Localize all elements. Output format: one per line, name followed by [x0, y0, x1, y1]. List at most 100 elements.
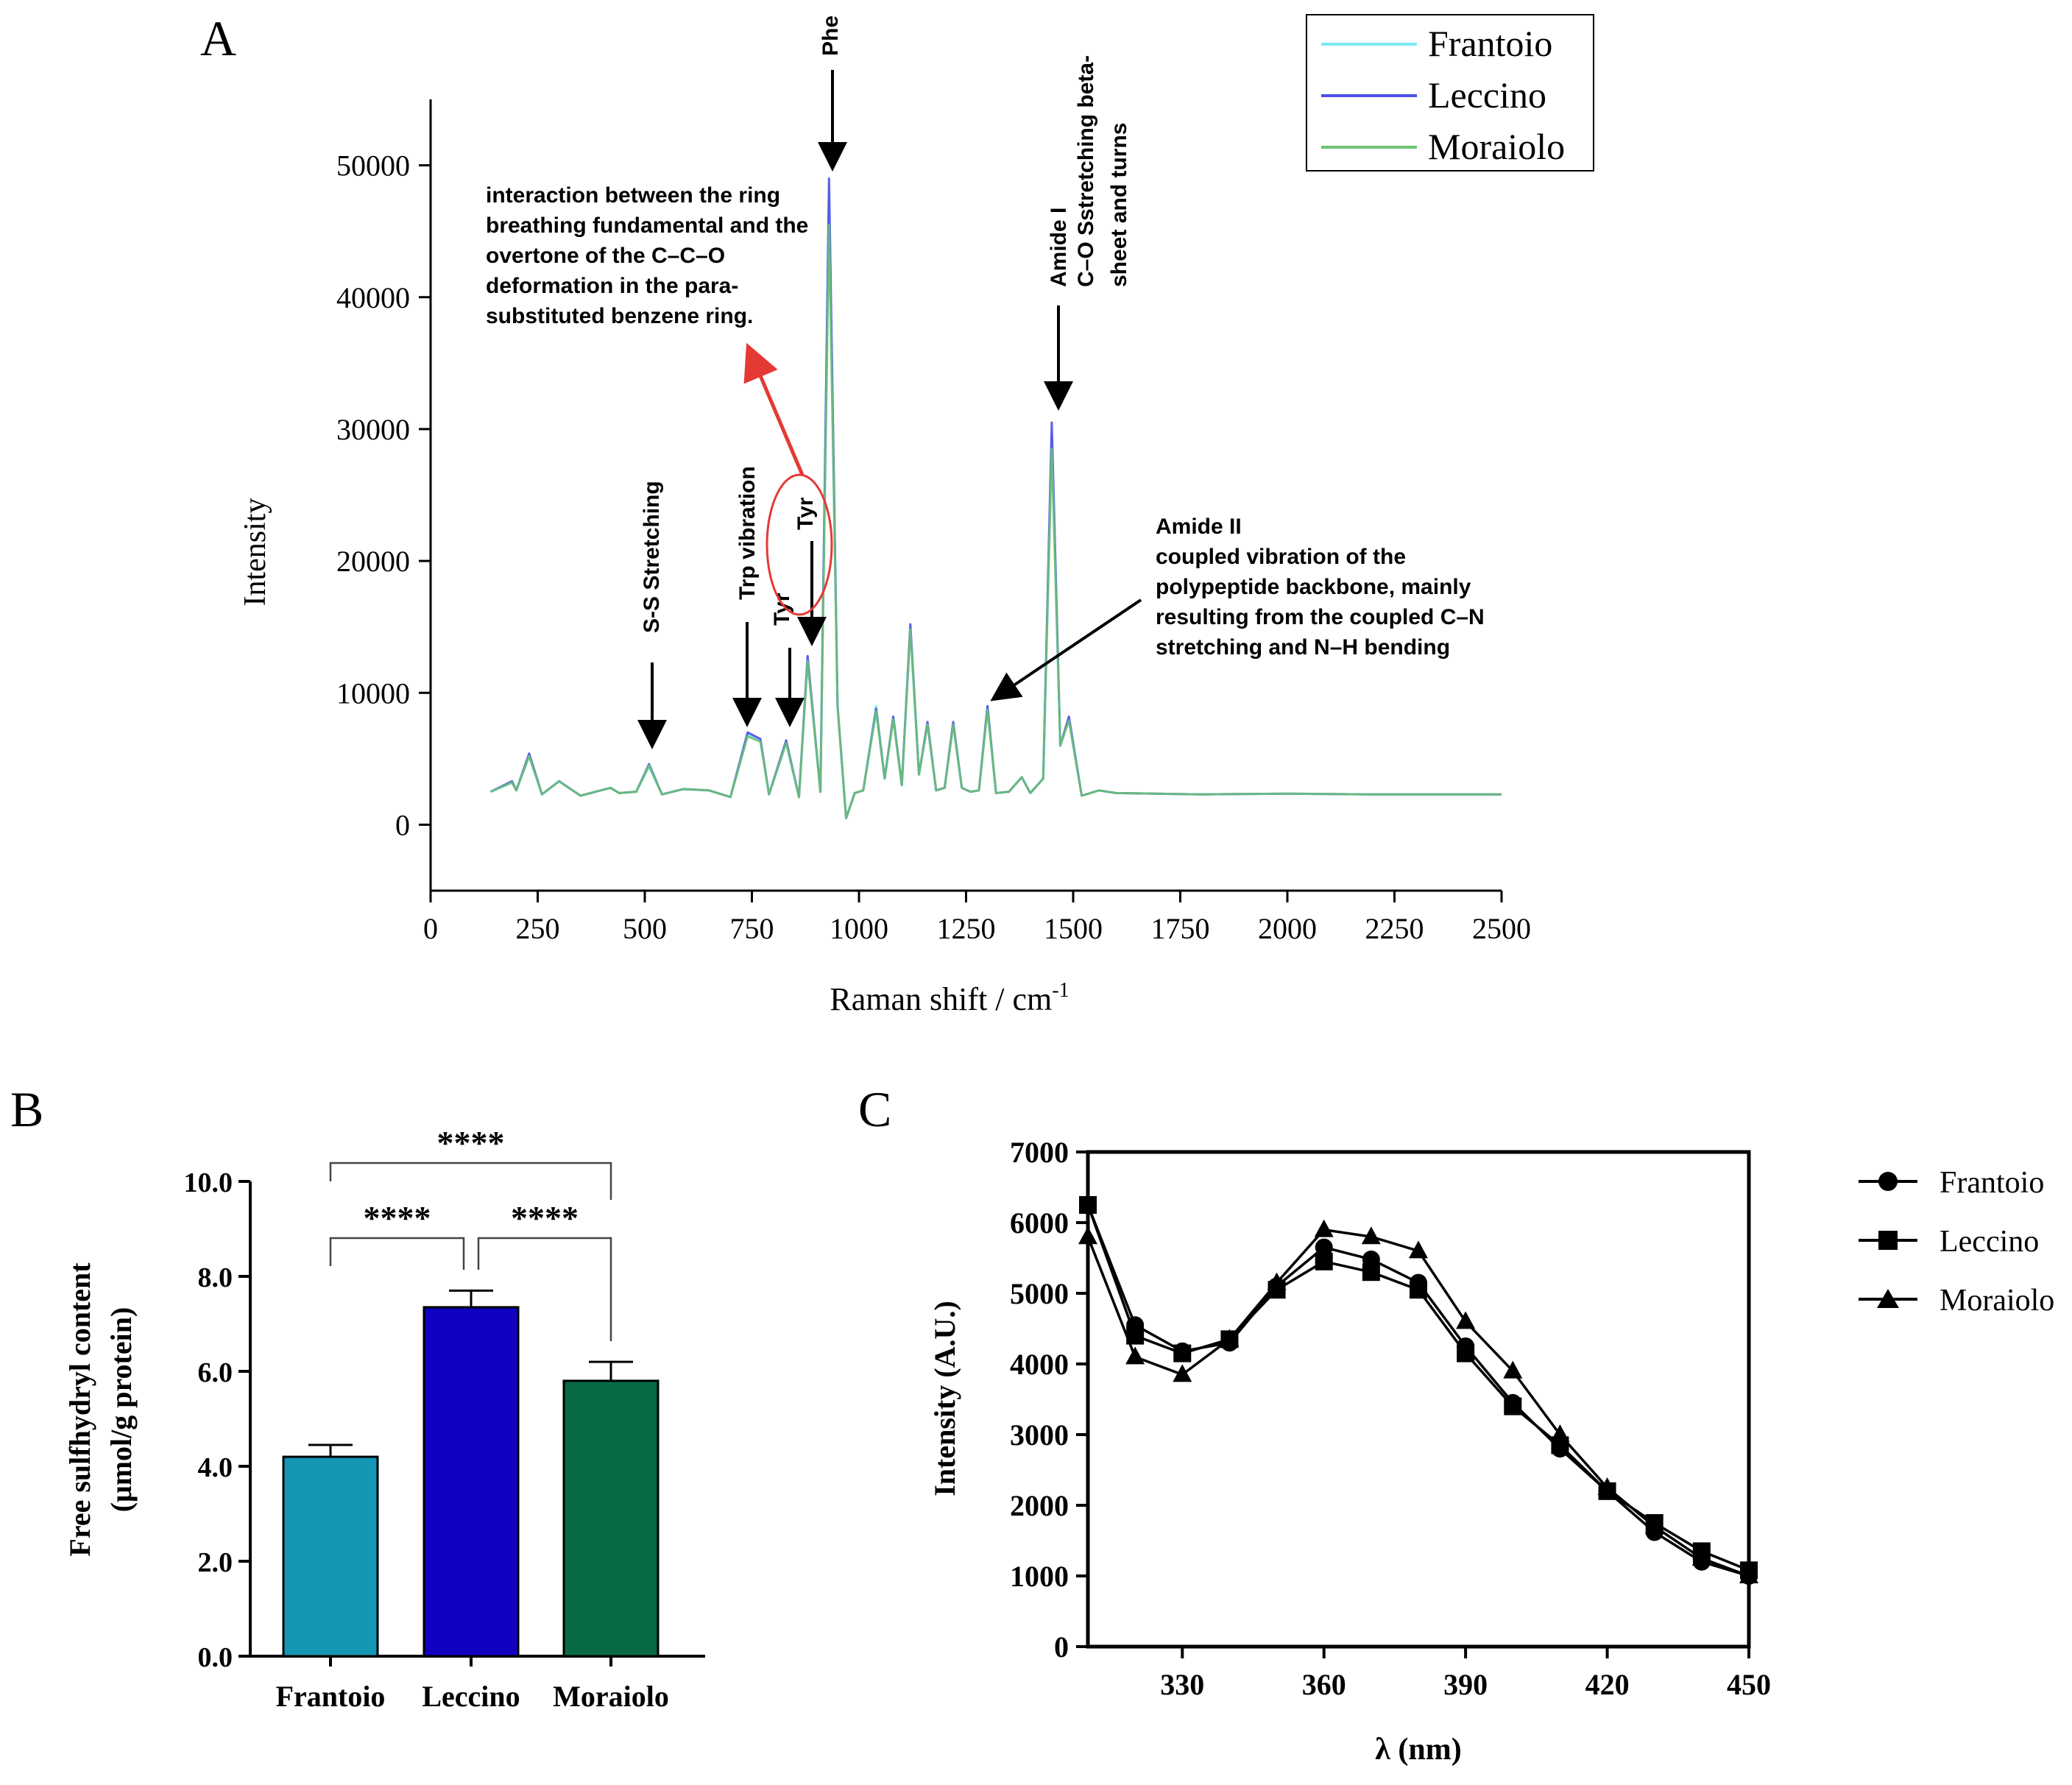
c-point-leccino: [1504, 1398, 1521, 1415]
b-x-tick-label-moraiolo: Moraiolo: [553, 1680, 669, 1713]
a-x-tick-label: 2000: [1258, 912, 1317, 945]
c-point-moraiolo: [1315, 1220, 1334, 1237]
c-point-leccino: [1362, 1263, 1380, 1281]
a-annot-amide-ii-desc-3: resulting from the coupled C–N: [1156, 605, 1485, 629]
a-annot-amide-ii: Amide II: [1156, 515, 1242, 539]
a-annot-amide-ii-desc-2: polypeptide backbone, mainly: [1156, 575, 1471, 599]
c-y-tick-label: 0: [1054, 1630, 1069, 1664]
b-y-tick-label: 4.0: [198, 1452, 233, 1483]
a-annot-phe: Phe: [818, 15, 843, 56]
b-y-label-1: Free sulfhydryl content: [63, 1262, 96, 1557]
c-legend-label-leccino: Leccino: [1940, 1225, 2039, 1259]
b-y-tick-label: 8.0: [198, 1262, 233, 1293]
panel-label-b: B: [10, 1081, 43, 1137]
a-annot-amide-i-desc-1: C–O Sstretching beta-: [1074, 55, 1098, 287]
a-y-tick-label: 40000: [336, 281, 410, 314]
c-legend: Frantoio Leccino Moraiolo: [1859, 1166, 2054, 1318]
c-x-tick-label: 450: [1727, 1668, 1771, 1701]
c-point-leccino: [1410, 1281, 1427, 1298]
a-x-tick-label: 1750: [1151, 912, 1210, 945]
b-significance-bracket: [330, 1163, 611, 1200]
b-y-tick-label: 0.0: [198, 1642, 233, 1673]
c-point-moraiolo: [1456, 1311, 1475, 1329]
c-point-moraiolo: [1125, 1346, 1145, 1364]
a-annot-ring-4: deformation in the para-: [486, 274, 738, 298]
b-significance-label: ****: [364, 1199, 431, 1237]
a-y-tick-label: 20000: [336, 545, 410, 578]
c-y-tick-label: 5000: [1010, 1277, 1069, 1310]
b-y-tick-label: 10.0: [184, 1167, 233, 1198]
a-x-label: Raman shift / cm-1: [830, 979, 1069, 1017]
a-annot-amide-i: Amide I: [1047, 208, 1071, 287]
b-bar-moraiolo: [564, 1381, 658, 1656]
a-y-tick-label: 10000: [336, 676, 410, 710]
panel-a-raman-chart: 0 250 500 750 1000 1250 1500 1750 2000 2250 2500 0 1…: [238, 15, 1594, 1017]
a-y-tick-label: 30000: [336, 413, 410, 446]
a-annot-ring-1: interaction between the ring: [486, 183, 780, 208]
b-x-tick-label-leccino: Leccino: [422, 1680, 520, 1713]
c-y-label: Intensity (A.U.): [928, 1301, 961, 1496]
a-annot-amide-ii-desc-1: coupled vibration of the: [1156, 545, 1406, 569]
a-annot-ss-stretching: S-S Stretching: [640, 481, 664, 633]
a-x-tick-label: 250: [516, 912, 560, 945]
c-plot-frame: [1088, 1152, 1749, 1647]
c-point-moraiolo: [1078, 1226, 1097, 1244]
c-point-leccino: [1457, 1345, 1474, 1362]
c-y-tick-label: 2000: [1010, 1489, 1069, 1522]
b-bar-frantoio: [283, 1457, 378, 1656]
a-y-label: Intensity: [238, 498, 272, 607]
panel-b-bar-chart: 0.0 2.0 4.0 6.0 8.0 10.0 Frantoio Leccino Morai…: [63, 1124, 705, 1713]
c-y-tick-label: 3000: [1010, 1418, 1069, 1452]
b-bar-leccino: [424, 1307, 518, 1656]
c-legend-label-frantoio: Frantoio: [1940, 1166, 2044, 1200]
c-legend-marker-frantoio: [1878, 1172, 1898, 1191]
c-y-tick-label: 7000: [1010, 1136, 1069, 1169]
c-point-leccino: [1315, 1253, 1333, 1270]
panel-label-c: C: [858, 1081, 891, 1137]
a-x-tick-label: 1000: [830, 912, 888, 945]
a-annot-amide-i-desc-2: sheet and turns: [1107, 123, 1131, 287]
b-y-tick-label: 6.0: [198, 1357, 233, 1388]
a-annot-ring-2: breathing fundamental and the: [486, 213, 808, 238]
b-significance-bracket: [330, 1238, 464, 1270]
panel-label-a: A: [200, 10, 236, 66]
figure: A B C 0 250 500 750 1000 1250 1500 1750 2000 2250…: [0, 0, 2072, 1785]
c-y-tick-label: 1000: [1010, 1560, 1069, 1593]
c-y-tick-label: 6000: [1010, 1206, 1069, 1240]
c-x-tick-label: 360: [1302, 1668, 1346, 1701]
b-y-label-2: (μmol/g protein): [105, 1307, 138, 1513]
c-y-tick-label: 4000: [1010, 1348, 1069, 1381]
a-annot-amide-ii-desc-4: stretching and N–H bending: [1156, 635, 1450, 660]
c-legend-marker-leccino: [1878, 1231, 1898, 1250]
a-legend-label-frantoio: Frantoio: [1428, 23, 1552, 64]
a-legend-label-moraiolo: Moraiolo: [1428, 126, 1565, 167]
c-x-tick-label: 420: [1585, 1668, 1630, 1701]
a-annot-ring-5: substituted benzene ring.: [486, 304, 753, 328]
b-significance-label: ****: [511, 1199, 579, 1237]
panel-c-line-chart: 330 360 390 420 450 0 1000 2000 3000 4000 5000 6000…: [928, 1136, 2054, 1767]
b-significance-label: ****: [437, 1124, 505, 1162]
c-x-tick-label: 390: [1443, 1668, 1488, 1701]
a-arrow-amide-ii: [995, 600, 1141, 698]
c-point-leccino: [1173, 1345, 1191, 1362]
b-x-tick-label-frantoio: Frantoio: [276, 1680, 386, 1713]
a-x-tick-label: 1500: [1044, 912, 1103, 945]
a-x-tick-label: 1250: [937, 912, 996, 945]
a-arrow-red: [749, 350, 802, 475]
c-legend-label-moraiolo: Moraiolo: [1940, 1284, 2054, 1318]
a-x-tick-label: 2250: [1365, 912, 1424, 945]
a-x-tick-label: 750: [730, 912, 774, 945]
a-x-tick-label: 2500: [1472, 912, 1531, 945]
c-x-tick-label: 330: [1160, 1668, 1204, 1701]
a-annotation-arrows: [652, 70, 1141, 743]
a-legend-label-leccino: Leccino: [1428, 74, 1546, 116]
c-point-leccino: [1079, 1196, 1097, 1214]
a-tyr-highlight-ellipse: [767, 475, 832, 615]
a-x-tick-label: 0: [423, 912, 438, 945]
b-y-tick-label: 2.0: [198, 1547, 233, 1578]
a-y-tick-label: 0: [395, 808, 410, 841]
a-y-tick-label: 50000: [336, 149, 410, 183]
c-x-label: λ (nm): [1375, 1733, 1461, 1767]
a-annot-ring-3: overtone of the C–C–O: [486, 244, 725, 268]
a-annot-tyr-2: Tyr: [793, 497, 818, 530]
